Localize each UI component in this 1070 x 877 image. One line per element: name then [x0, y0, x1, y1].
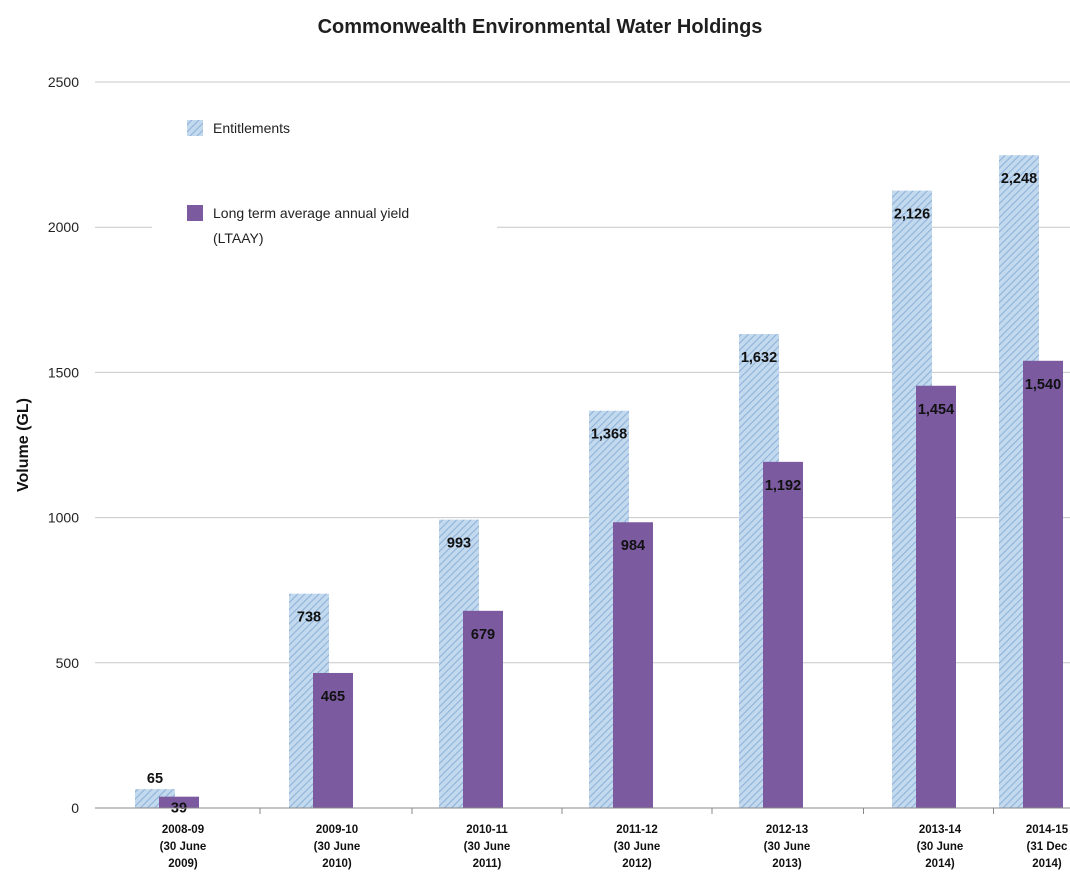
bar-ltaay — [313, 672, 353, 808]
x-category-label: 2011-12 — [616, 824, 658, 836]
legend-label-entitlements: Entitlements — [213, 120, 290, 136]
y-tick-label: 1000 — [48, 510, 79, 526]
x-axis-category-labels: 2008-09 (30 June 2009) 2009-10 (30 June 2010)… — [160, 824, 1069, 870]
legend-swatch-entitlements — [187, 120, 203, 136]
x-category-label: 2014) — [1032, 858, 1062, 870]
data-label-entitlements: 993 — [447, 536, 471, 552]
data-label-ltaay: 679 — [471, 627, 495, 643]
data-label-ltaay: 1,192 — [765, 478, 801, 494]
y-tick-label: 2000 — [48, 219, 79, 235]
data-label-ltaay: 465 — [321, 689, 345, 705]
data-label-entitlements: 2,248 — [1001, 171, 1037, 187]
x-category-label: (30 June — [917, 841, 964, 853]
y-tick-label: 0 — [71, 800, 79, 816]
x-axis — [95, 807, 1070, 814]
data-label-ltaay: 39 — [171, 801, 187, 817]
legend-label-ltaay-line2: (LTAAY) — [213, 230, 264, 246]
y-tick-label: 1500 — [48, 364, 79, 380]
x-category-label: 2009) — [168, 858, 198, 870]
bar-ltaay — [613, 522, 653, 808]
x-category-label: 2014-15 — [1026, 824, 1069, 836]
x-category-label: (30 June — [314, 841, 361, 853]
y-tick-label: 2500 — [48, 74, 79, 90]
data-label-ltaay: 984 — [621, 538, 645, 554]
x-category-label: 2010) — [322, 858, 352, 870]
data-label-entitlements: 65 — [147, 771, 163, 787]
chart-title: Commonwealth Environmental Water Holding… — [318, 16, 763, 38]
bar-ltaay — [1023, 360, 1063, 808]
x-category-label: (31 Dec — [1027, 841, 1069, 853]
x-category-label: 2013) — [772, 858, 802, 870]
bar-ltaay — [159, 796, 199, 808]
x-category-label: 2010-11 — [466, 824, 508, 836]
data-label-entitlements: 738 — [297, 610, 321, 626]
y-axis-ticks: 0 500 1000 1500 2000 2500 — [48, 74, 79, 816]
data-label-entitlements: 1,632 — [741, 350, 777, 366]
bars — [135, 155, 1063, 809]
x-category-label: 2012-13 — [766, 824, 808, 836]
x-category-label: 2008-09 — [162, 824, 204, 836]
x-category-label: 2012) — [622, 858, 652, 870]
data-labels: 65 39 738 465 993 679 1,368 984 1,632 1,192 2,126 1… — [147, 171, 1061, 816]
legend-swatch-ltaay — [187, 205, 203, 221]
x-category-label: 2011) — [473, 858, 502, 870]
legend-background — [152, 100, 497, 258]
x-category-label: (30 June — [464, 841, 511, 853]
y-tick-label: 500 — [56, 655, 80, 671]
data-label-entitlements: 2,126 — [894, 207, 930, 223]
x-category-label: (30 June — [160, 841, 207, 853]
x-category-label: 2014) — [925, 858, 955, 870]
bar-ltaay — [463, 610, 503, 808]
legend-label-ltaay-line1: Long term average annual yield — [213, 205, 409, 221]
y-axis-label: Volume (GL) — [15, 398, 32, 492]
bar-ltaay — [763, 461, 803, 808]
x-category-label: 2013-14 — [919, 824, 962, 836]
data-label-entitlements: 1,368 — [591, 427, 627, 443]
data-label-ltaay: 1,454 — [918, 402, 954, 418]
x-category-label: (30 June — [764, 841, 811, 853]
legend: Entitlements Long term average annual yi… — [152, 100, 497, 258]
x-category-label: (30 June — [614, 841, 661, 853]
x-category-label: 2009-10 — [316, 824, 358, 836]
data-label-ltaay: 1,540 — [1025, 377, 1061, 393]
bar-ltaay — [916, 385, 956, 808]
